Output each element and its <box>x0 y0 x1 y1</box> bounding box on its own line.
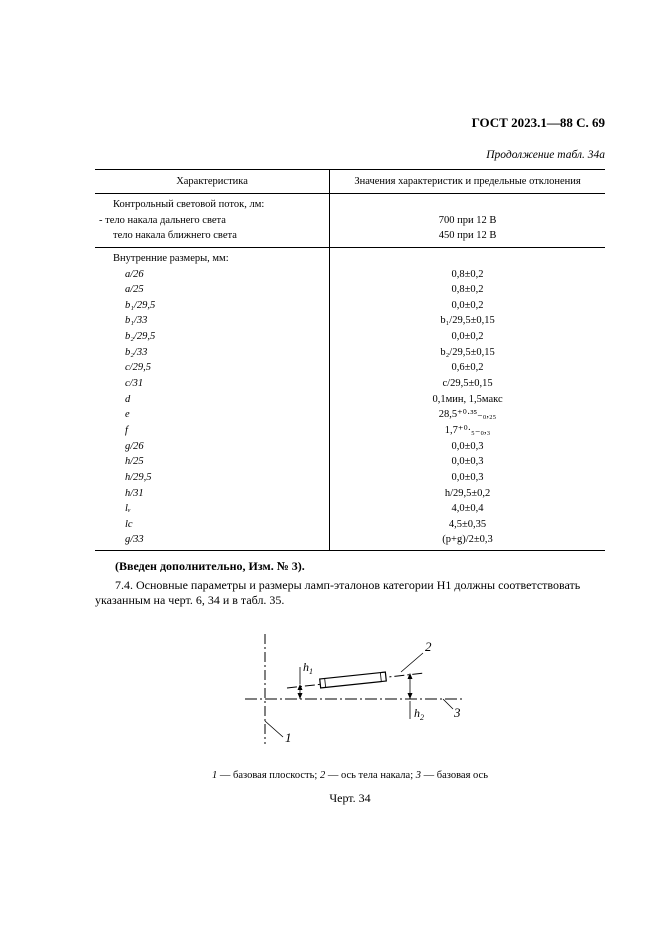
table-cell-value: 0,0±0,3 <box>330 439 605 455</box>
leader-2: 2 <box>425 639 432 654</box>
table-cell-characteristic: a/25 <box>95 282 330 298</box>
table-cell-value: c/29,5±0,15 <box>330 376 605 392</box>
table-cell-value: b₂/29,5±0,15 <box>330 345 605 361</box>
table-cell-value: (p+g)/2±0,3 <box>330 532 605 550</box>
table-cell-value: 0,8±0,2 <box>330 267 605 283</box>
table-cell-characteristic: Контрольный световой поток, лм: <box>95 194 330 213</box>
table-cell-characteristic: f <box>95 423 330 439</box>
page-header: ГОСТ 2023.1—88 С. 69 <box>95 115 605 131</box>
table-header-characteristic: Характеристика <box>95 170 330 194</box>
diagram-svg: h1 h2 1 2 3 <box>225 629 475 749</box>
table-header-values: Значения характеристик и предельные откл… <box>330 170 605 194</box>
table-cell-characteristic: lᵥ <box>95 501 330 517</box>
table-cell-characteristic: - тело накала дальнего света <box>95 213 330 229</box>
table-cell-value: 0,0±0,3 <box>330 470 605 486</box>
table-cell-characteristic: h/29,5 <box>95 470 330 486</box>
table-cell-characteristic: b₂/29,5 <box>95 329 330 345</box>
table-cell-characteristic: Внутренние размеры, мм: <box>95 247 330 266</box>
table-cell-value: 0,0±0,3 <box>330 454 605 470</box>
table-continuation-label: Продолжение табл. 34а <box>95 149 605 161</box>
table-cell-value <box>330 247 605 266</box>
dim-h1: h1 <box>303 660 313 676</box>
table-cell-value: 450 при 12 В <box>330 228 605 247</box>
table-cell-value: h/29,5±0,2 <box>330 486 605 502</box>
table-cell-characteristic: тело накала ближнего света <box>95 228 330 247</box>
table-cell-characteristic: lc <box>95 517 330 533</box>
leader-3: 3 <box>453 705 461 720</box>
table-cell-value: 0,0±0,2 <box>330 298 605 314</box>
table-cell-characteristic: h/25 <box>95 454 330 470</box>
table-cell-characteristic: g/26 <box>95 439 330 455</box>
page-content: ГОСТ 2023.1—88 С. 69 Продолжение табл. 3… <box>95 115 605 806</box>
table-cell-characteristic: a/26 <box>95 267 330 283</box>
table-cell-characteristic: h/31 <box>95 486 330 502</box>
table-cell-characteristic: b₁/29,5 <box>95 298 330 314</box>
table-cell-value <box>330 194 605 213</box>
table-cell-characteristic: d <box>95 392 330 408</box>
dim-h2: h2 <box>414 706 424 722</box>
table-cell-characteristic: g/33 <box>95 532 330 550</box>
figure-34: h1 h2 1 2 3 <box>95 629 605 754</box>
table-cell-value: 4,5±0,35 <box>330 517 605 533</box>
table-cell-value: 700 при 12 В <box>330 213 605 229</box>
table-34a: Характеристика Значения характеристик и … <box>95 169 605 551</box>
figure-label: Черт. 34 <box>95 791 605 806</box>
table-cell-characteristic: b₂/33 <box>95 345 330 361</box>
table-cell-value: 0,0±0,2 <box>330 329 605 345</box>
table-cell-value: 0,1мин, 1,5макс <box>330 392 605 408</box>
table-cell-characteristic: e <box>95 407 330 423</box>
table-cell-value: 4,0±0,4 <box>330 501 605 517</box>
figure-legend: 1 — базовая плоскость; 2 — ось тела нака… <box>95 770 605 781</box>
paragraph-7-4: 7.4. Основные параметры и размеры ламп-э… <box>95 578 605 609</box>
intro-note: (Введен дополнительно, Изм. № 3). <box>95 559 605 575</box>
table-cell-characteristic: c/31 <box>95 376 330 392</box>
table-cell-value: 0,8±0,2 <box>330 282 605 298</box>
table-cell-value: 0,6±0,2 <box>330 360 605 376</box>
leader-1: 1 <box>285 730 292 745</box>
table-cell-characteristic: c/29,5 <box>95 360 330 376</box>
table-cell-value: 1,7⁺⁰·₅₋₀,₃ <box>330 423 605 439</box>
table-cell-characteristic: b₁/33 <box>95 313 330 329</box>
table-cell-value: b₁/29,5±0,15 <box>330 313 605 329</box>
table-cell-value: 28,5⁺⁰·³⁵₋₀,₂₅ <box>330 407 605 423</box>
